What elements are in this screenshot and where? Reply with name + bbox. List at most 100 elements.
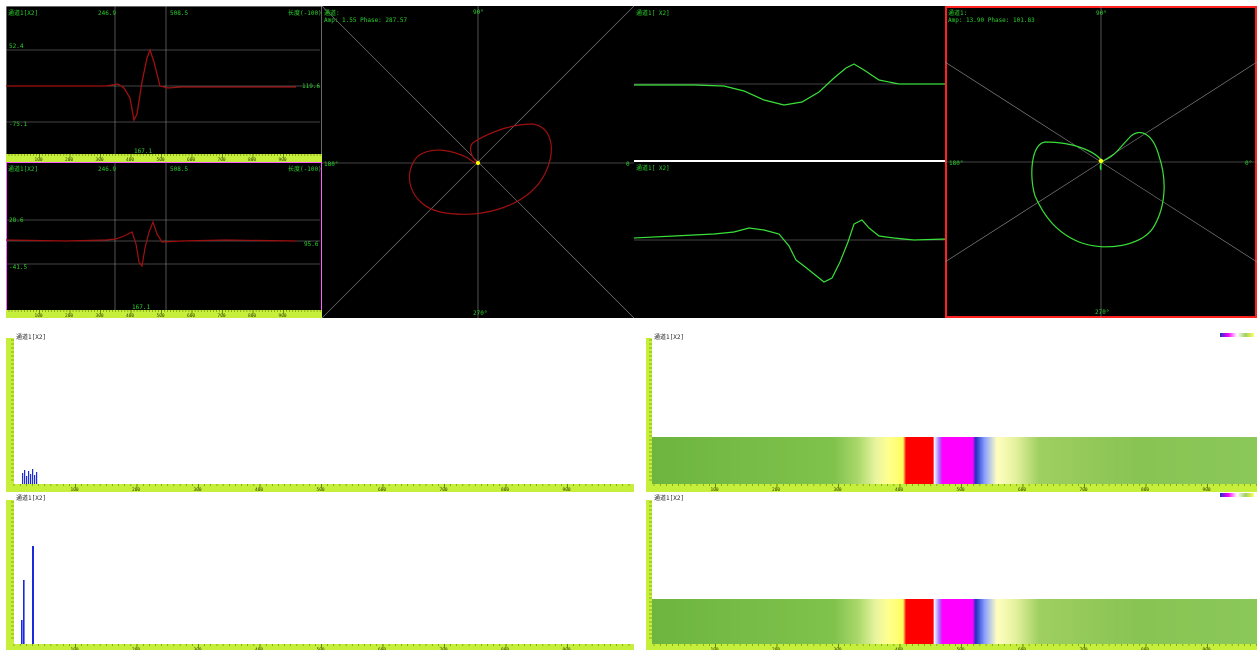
y-bottom-value: -75.1 xyxy=(9,121,27,128)
ruler-tick-label: 600 xyxy=(187,313,195,318)
deg-top: 90° xyxy=(473,9,484,16)
bar xyxy=(32,546,34,644)
trace-plot-top: 通道1[X2] 246.9 508.5 长度(-100) 52.4 119.6 … xyxy=(6,6,322,162)
ruler-tick-label: 700 xyxy=(440,647,448,650)
ruler-tick-label: 800 xyxy=(1141,647,1149,650)
ruler-tick-label: 100 xyxy=(35,157,43,162)
impedance-trace-panel-bottom[interactable]: 通道1[X2] 246.9 508.5 长度(-100) 28.6 95.6 -… xyxy=(6,162,322,318)
signal-trace-panel-2[interactable]: 通道1[ X2] xyxy=(634,160,945,318)
impedance-trace-panel-top[interactable]: 通道1[X2] 246.9 508.5 长度(-100) 52.4 119.6 … xyxy=(6,6,322,162)
cursor-2-value: 508.5 xyxy=(170,166,188,173)
trace-line-green xyxy=(634,63,945,106)
c-scan-strip-2: 通道1[X2] 100 200 300 400 500 600 700 800 900 xyxy=(646,493,1257,650)
ruler-tick-label: 100 xyxy=(71,647,79,650)
ruler-tick-label: 400 xyxy=(895,647,903,650)
ruler-tick-label: 600 xyxy=(187,157,195,162)
bar xyxy=(23,580,25,644)
trace-plot-bottom: 通道1[X2] 246.9 508.5 长度(-100) 28.6 95.6 -… xyxy=(6,162,322,318)
lissajous-curve-red xyxy=(409,123,552,215)
ruler-tick-label: 300 xyxy=(194,647,202,650)
histogram-label: 通道1[X2] xyxy=(16,494,46,502)
ruler-tick-label: 900 xyxy=(1203,487,1211,492)
ruler-tick-label: 500 xyxy=(317,487,325,492)
trace-line-green xyxy=(634,219,945,283)
ruler-tick-label: 200 xyxy=(132,487,140,492)
y-mid-value: 95.6 xyxy=(304,241,319,248)
y-bottom-value: -41.5 xyxy=(9,264,27,271)
origin-marker xyxy=(1098,158,1104,164)
ruler-tick-label: 500 xyxy=(957,647,965,650)
histogram-panel-1[interactable]: 通道1[X2] 100 200 300 400 500 600 700 800 900 xyxy=(6,330,634,492)
ruler-tick-label: 100 xyxy=(71,487,79,492)
histogram-panel-2[interactable]: 通道1[X2] 100 200 300 400 500 600 700 800 900 xyxy=(6,492,634,650)
c-scan-strip-panel-1[interactable]: 通道1[X2] 100 200 300 400 500 600 700 800 900 xyxy=(646,330,1257,492)
trace-label: 通道1[ X2] xyxy=(636,9,670,17)
ruler-tick-label: 700 xyxy=(440,487,448,492)
bar-group xyxy=(22,469,38,484)
deg-left: 180° xyxy=(324,161,338,168)
cursor-2-value: 508.5 xyxy=(170,10,188,17)
c-scan-strip-1: 通道1[X2] 100 200 300 400 500 600 700 800 900 xyxy=(646,333,1257,492)
strip-label: 通道1[X2] xyxy=(654,494,684,502)
color-strip xyxy=(652,599,1257,644)
ruler-tick-label: 300 xyxy=(834,487,842,492)
bottom-value: 167.1 xyxy=(134,148,152,155)
ruler-tick-label: 400 xyxy=(255,487,263,492)
ruler-tick-label: 100 xyxy=(711,487,719,492)
c-scan-strip-panel-2[interactable]: 通道1[X2] 100 200 300 400 500 600 700 800 900 xyxy=(646,492,1257,650)
trace-label: 通道1[X2] xyxy=(8,165,38,173)
impedance-plane-panel-2[interactable]: 通道1: Amp: 13.90 Phase: 101.83 90° 180° 0… xyxy=(945,6,1257,318)
plane-label: 通道: xyxy=(324,9,340,17)
deg-top: 90° xyxy=(1096,10,1107,17)
ruler-tick-label: 800 xyxy=(501,487,509,492)
ruler-bar: 100 200 300 400 500 600 700 800 900 xyxy=(646,644,1257,650)
color-legend xyxy=(1220,493,1254,497)
bottom-value: 167.1 xyxy=(132,304,150,311)
ruler-tick-label: 900 xyxy=(563,647,571,650)
ruler-tick-label: 600 xyxy=(1018,487,1026,492)
histogram-plot-2: 通道1[X2] 100 200 300 400 500 600 700 800 900 xyxy=(6,494,634,650)
ruler-tick-label: 700 xyxy=(218,313,226,318)
deg-bottom: 270° xyxy=(1095,309,1109,316)
deg-right: 0° xyxy=(1245,160,1252,167)
trace-line-red xyxy=(6,48,296,123)
ruler-tick-label: 700 xyxy=(1080,647,1088,650)
cursor-1-value: 246.9 xyxy=(98,166,116,173)
ruler-tick-label: 600 xyxy=(378,647,386,650)
ruler-tick-label: 200 xyxy=(772,487,780,492)
amp-phase-readout: Amp: 13.90 Phase: 101.83 xyxy=(948,17,1035,24)
amp-phase-readout: Amp: 1.55 Phase: 287.57 xyxy=(324,17,407,24)
trace-line-red xyxy=(6,220,297,268)
ruler-tick-label: 600 xyxy=(378,487,386,492)
ruler-bar: 100 200 300 400 500 600 700 800 900 xyxy=(6,154,322,162)
ruler-tick-label: 900 xyxy=(279,313,287,318)
signal-trace-panel-1[interactable]: 通道1[ X2] xyxy=(634,6,945,160)
ruler-tick-label: 900 xyxy=(1203,647,1211,650)
ruler-tick-label: 100 xyxy=(35,313,43,318)
ruler-tick-label: 200 xyxy=(132,647,140,650)
signal-trace-plot-2: 通道1[ X2] xyxy=(634,164,945,283)
ruler-tick-label: 400 xyxy=(126,313,134,318)
ruler-tick-label: 500 xyxy=(157,313,165,318)
ruler-tick-label: 500 xyxy=(957,487,965,492)
ruler-tick-label: 900 xyxy=(563,487,571,492)
ruler-tick-label: 300 xyxy=(194,487,202,492)
ruler-tick-label: 700 xyxy=(218,157,226,162)
origin-marker xyxy=(476,161,480,165)
impedance-plane-panel-1[interactable]: 通道: Amp: 1.55 Phase: 287.57 90° 180° 0 2… xyxy=(322,6,634,318)
deg-right: 0 xyxy=(626,161,630,168)
ruler-tick-label: 500 xyxy=(157,157,165,162)
trace-label: 通道1[X2] xyxy=(8,9,38,17)
signal-trace-plot-1: 通道1[ X2] xyxy=(634,9,945,106)
ruler-tick-label: 800 xyxy=(248,313,256,318)
ruler-tick-label: 600 xyxy=(1018,647,1026,650)
impedance-plane-plot-1: 通道: Amp: 1.55 Phase: 287.57 90° 180° 0 2… xyxy=(322,6,634,318)
ruler-bar: 100 200 300 400 500 600 700 800 900 xyxy=(6,644,634,650)
ruler-tick-label: 800 xyxy=(248,157,256,162)
color-legend xyxy=(1220,333,1254,337)
strip-label: 通道1[X2] xyxy=(654,333,684,341)
ruler-tick-label: 300 xyxy=(96,313,104,318)
deg-left: 180° xyxy=(949,160,963,167)
ruler-tick-label: 400 xyxy=(126,157,134,162)
ruler-tick-label: 800 xyxy=(501,647,509,650)
